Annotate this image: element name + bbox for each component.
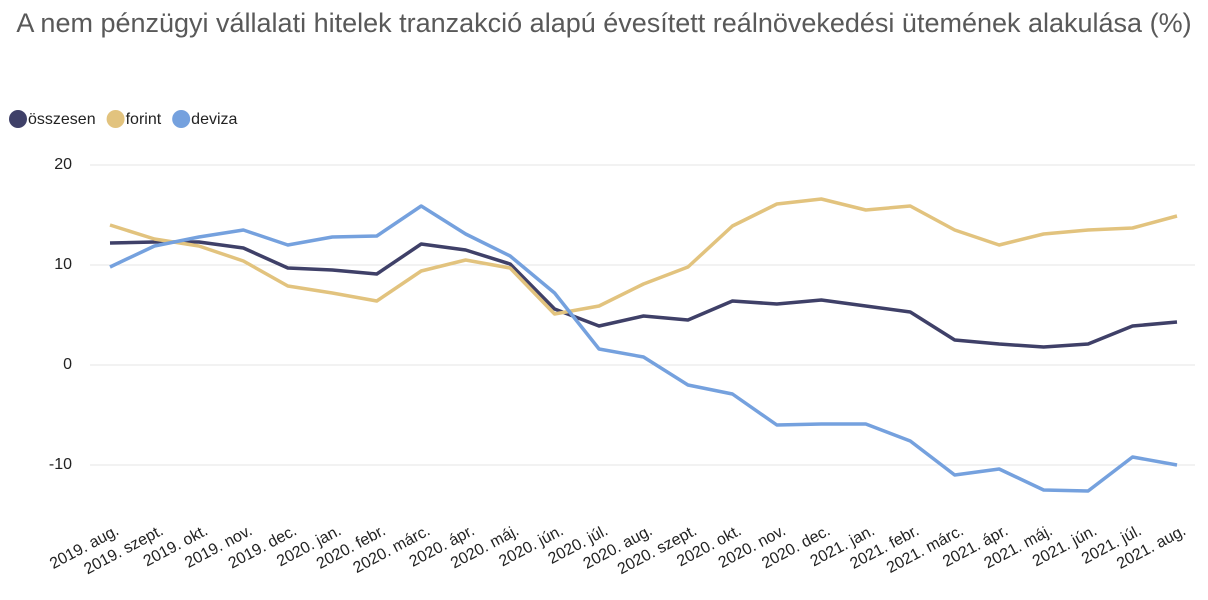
y-tick-label: 0 <box>63 356 72 373</box>
legend-label: összesen <box>28 111 96 128</box>
legend-marker <box>9 110 27 128</box>
y-tick-label: 10 <box>54 256 72 273</box>
legend-marker <box>172 110 191 128</box>
line-series <box>109 240 1178 349</box>
legend-label: deviza <box>191 111 237 128</box>
y-tick-label: 20 <box>54 156 72 173</box>
line-series <box>109 204 1178 493</box>
y-tick-label: -10 <box>49 456 72 473</box>
legend-label: forint <box>126 111 162 128</box>
line-series <box>109 197 1178 316</box>
legend-marker <box>106 110 125 128</box>
chart-title: A nem pénzügyi vállalati hitelek tranzak… <box>16 8 1192 38</box>
